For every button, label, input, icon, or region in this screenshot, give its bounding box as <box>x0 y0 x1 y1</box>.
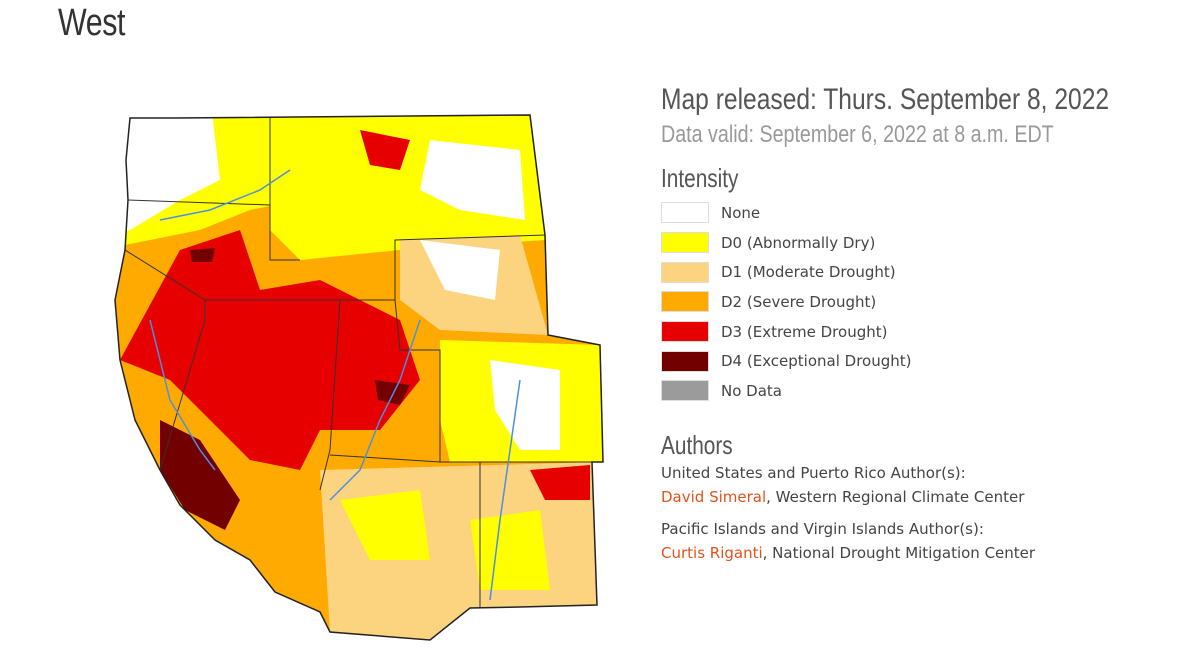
author-link[interactable]: David Simeral <box>661 487 767 506</box>
legend-label: None <box>721 203 761 222</box>
d4-region <box>160 420 240 530</box>
intensity-heading: Intensity <box>661 163 739 193</box>
state-borders <box>124 115 592 607</box>
author-group-us: United States and Puerto Rico Author(s):… <box>661 461 1181 509</box>
legend-item: D3 (Extreme Drought) <box>661 317 1181 347</box>
legend-swatch <box>661 321 709 343</box>
legend-item: D0 (Abnormally Dry) <box>661 228 1181 258</box>
map-released: Map released: Thurs. September 8, 2022 <box>661 83 1110 116</box>
data-valid: Data valid: September 6, 2022 at 8 a.m. … <box>661 121 1054 148</box>
legend-item: D4 (Exceptional Drought) <box>661 346 1181 376</box>
author-org: , National Drought Mitigation Center <box>762 543 1036 562</box>
legend-label: D2 (Severe Drought) <box>721 292 877 311</box>
legend-swatch <box>661 202 709 224</box>
legend-label: No Data <box>721 381 782 400</box>
authors-heading: Authors <box>661 429 733 460</box>
page-title: West <box>58 2 126 44</box>
none-region <box>115 115 220 240</box>
legend: None D0 (Abnormally Dry) D1 (Moderate Drou… <box>661 198 1181 406</box>
legend-label: D0 (Abnormally Dry) <box>721 233 876 252</box>
d3-region <box>120 230 420 470</box>
legend-swatch <box>661 291 709 313</box>
author-org: , Western Regional Climate Center <box>766 487 1025 506</box>
legend-swatch <box>661 232 709 254</box>
author-link[interactable]: Curtis Riganti <box>661 543 763 562</box>
legend-item: None <box>661 198 1181 228</box>
map-info-panel: Map released: Thurs. September 8, 2022 D… <box>661 78 1181 565</box>
legend-swatch <box>661 380 709 402</box>
legend-item: D2 (Severe Drought) <box>661 287 1181 317</box>
legend-swatch <box>661 261 709 283</box>
author-group-title: United States and Puerto Rico Author(s): <box>661 463 966 482</box>
author-group-title: Pacific Islands and Virgin Islands Autho… <box>661 519 984 538</box>
legend-label: D4 (Exceptional Drought) <box>721 352 912 371</box>
drought-map <box>114 114 604 641</box>
legend-label: D3 (Extreme Drought) <box>721 322 888 341</box>
rivers <box>149 169 521 601</box>
region-outline <box>114 114 604 641</box>
author-group-pacific: Pacific Islands and Virgin Islands Autho… <box>661 517 1181 565</box>
legend-swatch <box>661 350 709 372</box>
legend-item: No Data <box>661 376 1181 406</box>
legend-item: D1 (Moderate Drought) <box>661 257 1181 287</box>
legend-label: D1 (Moderate Drought) <box>721 263 896 282</box>
